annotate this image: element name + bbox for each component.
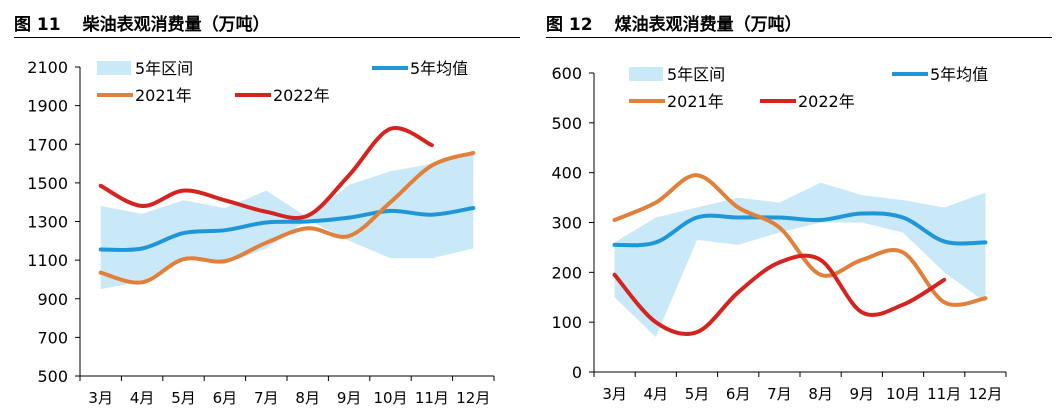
figure-number: 图 11 [14,15,61,35]
y-tick-label: 500 [37,367,68,386]
legend-label-2021: 2021年 [667,92,724,111]
series-line-y2022 [612,253,947,336]
x-tick-label: 5月 [685,385,710,403]
y-tick-label: 1700 [27,135,68,154]
y-tick-label: 300 [551,214,582,233]
x-tick-label: 4月 [130,389,155,407]
legend-label-2021: 2021年 [135,86,192,105]
x-tick-label: 3月 [602,385,627,403]
x-tick-label: 9月 [850,385,875,403]
diesel-chart-panel: 图 11 柴油表观消费量（万吨） 500 700 900 1100 1300 1500 170… [14,10,520,407]
legend-label-2022: 2022年 [798,92,855,111]
title-rule [546,37,1052,38]
x-tick-label: 10月 [373,389,407,407]
x-tick-label: 10月 [886,385,920,403]
legend-swatch-band [97,61,131,75]
chart-title: 图 12 煤油表观消费量（万吨） [546,10,802,35]
x-tick-label: 3月 [88,389,113,407]
y-tick-label: 200 [551,263,582,282]
x-tick-label: 8月 [295,389,320,407]
series-line-y2022 [98,125,434,221]
y-tick-label: 0 [572,363,582,382]
chart-title-text: 煤油表观消费量（万吨） [614,15,802,35]
legend-label-avg: 5年均值 [410,59,468,78]
diesel-chart-svg: 500 700 900 1100 1300 1500 1700 1900 2100 3月 4月 5月 6… [27,58,495,407]
kerosene-chart-svg: 0 100 200 300 400 500 600 3月 4月 5月 6月 7月 8月 9月 10月 11月 1… [551,64,1007,403]
x-tick-label: 12月 [968,385,1002,403]
x-tick-label: 8月 [808,385,833,403]
y-tick-label: 100 [551,313,582,332]
y-tick-label: 600 [551,64,582,83]
x-tick-label: 9月 [337,389,362,407]
chart-title-text: 柴油表观消费量（万吨） [82,15,270,35]
x-tick-label: 11月 [415,389,449,407]
kerosene-chart-panel: 图 12 煤油表观消费量（万吨） 0 100 200 300 400 500 600 3月 4月 5… [532,0,1064,415]
series-line-avg [98,206,476,252]
x-tick-label: 7月 [254,389,279,407]
y-tick-label: 1900 [27,97,68,116]
x-tick-label: 5月 [171,389,196,407]
range-band-area [614,182,986,338]
y-tick-label: 1500 [27,174,68,193]
chart-title: 图 11 柴油表观消费量（万吨） [14,10,270,35]
x-tick-label: 6月 [213,389,238,407]
y-tick-label: 500 [551,114,582,133]
y-tick-label: 400 [551,164,582,183]
legend-label-band: 5年区间 [667,65,725,84]
x-tick-label: 11月 [927,385,961,403]
series-line-y2021 [98,150,476,285]
legend-label-avg: 5年均值 [930,65,988,84]
legend-swatch-band [629,67,663,81]
x-tick-label: 12月 [456,389,490,407]
y-tick-label: 900 [37,290,68,309]
x-tick-label: 6月 [726,385,751,403]
y-tick-label: 1100 [27,251,68,270]
x-tick-label: 7月 [767,385,792,403]
legend-label-2022: 2022年 [273,86,330,105]
y-tick-label: 700 [37,328,68,347]
y-tick-label: 1300 [27,213,68,232]
x-tick-label: 4月 [644,385,669,403]
title-rule [14,37,520,38]
y-tick-label: 2100 [27,58,68,77]
legend-label-band: 5年区间 [135,59,193,78]
series-line-avg [612,211,988,248]
figure-number: 图 12 [546,15,593,35]
